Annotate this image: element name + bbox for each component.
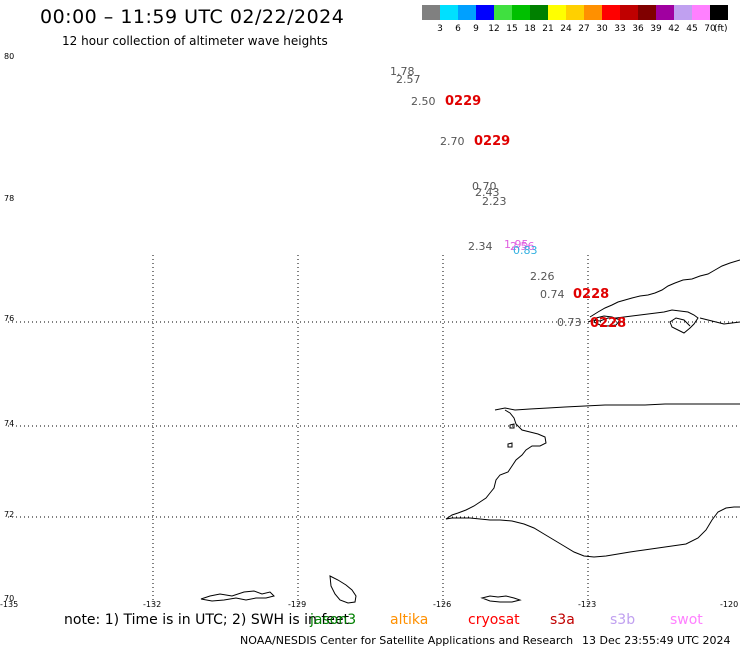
lat-label-78: 78 (4, 194, 15, 203)
mission-label-cryosat: cryosat (468, 612, 520, 628)
colorbar-swatch (710, 5, 728, 20)
lat-label-76: 76 (4, 314, 15, 323)
colorbar-tick-label: 12 (488, 24, 500, 34)
colorbar-swatch (566, 5, 584, 20)
lat-label-80: 80 (4, 52, 15, 61)
lon-label-126: -126 (433, 600, 452, 609)
colorbar-tick-label: 70 (704, 24, 716, 34)
wave-height-obs: 0.74 (540, 288, 565, 301)
lon-label-129: -129 (288, 600, 307, 609)
pass-date-tag: 0229 (474, 134, 511, 149)
colorbar-unit-label: (ft) (714, 24, 728, 34)
wave-height-obs: 2.56 (510, 240, 535, 253)
colorbar-swatch (692, 5, 710, 20)
colorbar-tick-label: 39 (650, 24, 662, 34)
coastline-mainland-west (445, 409, 740, 558)
mission-label-s3a: s3a (550, 612, 575, 628)
wave-height-obs: 2.34 (468, 240, 493, 253)
colorbar-tick-label: 9 (473, 24, 479, 34)
mission-label-s3b: s3b (610, 612, 636, 628)
lon-label-123: -123 (578, 600, 597, 609)
wave-height-obs: 1.95 (504, 238, 529, 251)
colorbar-swatch (530, 5, 548, 20)
wave-height-obs: 0.83 (513, 244, 538, 257)
colorbar-tick-label: 45 (686, 24, 698, 34)
colorbar-swatch (602, 5, 620, 20)
colorbar-tick-label: 24 (560, 24, 572, 34)
pass-date-tag: 0228 (590, 316, 627, 331)
page-subtitle: 12 hour collection of altimeter wave hei… (62, 34, 328, 48)
coastlines (200, 259, 740, 604)
coastline-mackenzie-delta (329, 575, 357, 604)
colorbar-tick-label: 33 (614, 24, 626, 34)
colorbar-tick-label: 30 (596, 24, 608, 34)
lat-label-74: 74 (4, 419, 15, 428)
lon-label-120: -120 (720, 600, 739, 609)
colorbar-swatch (674, 5, 692, 20)
colorbar-tick-label: 42 (668, 24, 680, 34)
colorbar-tick-label: 18 (524, 24, 536, 34)
coastline-banks-island-north (589, 259, 740, 318)
colorbar-swatch (584, 5, 602, 20)
colorbar-swatch (440, 5, 458, 20)
mission-label-swot: swot (670, 612, 703, 628)
lat-label-70: 70 (4, 594, 15, 603)
wave-height-obs: 2.50 (411, 95, 436, 108)
lat-label-72: 72 (4, 510, 15, 519)
colorbar-swatch (458, 5, 476, 20)
colorbar-swatch (494, 5, 512, 20)
footer-credit: NOAA/NESDIS Center for Satellite Applica… (240, 634, 574, 647)
lon-label-135: -135 (0, 600, 19, 609)
colorbar-tick-label: 15 (506, 24, 518, 34)
colorbar-swatch (656, 5, 674, 20)
units-note: note: 1) Time is in UTC; 2) SWH is in fe… (64, 612, 350, 628)
lat-lon-grid (8, 255, 740, 605)
pass-date-tag: 0229 (445, 94, 482, 109)
colorbar-swatch (512, 5, 530, 20)
island-small-2 (507, 442, 513, 448)
colorbar-tick-label: 36 (632, 24, 644, 34)
wave-height-obs: 2.23 (482, 195, 507, 208)
pass-date-tag: 0228 (573, 287, 610, 302)
page-title: 00:00 – 11:59 UTC 02/22/2024 (40, 6, 345, 28)
wave-height-obs: 2.26 (530, 270, 555, 283)
wave-height-obs: 0.73 (557, 316, 582, 329)
island-herschel (200, 590, 275, 602)
colorbar-swatch (638, 5, 656, 20)
colorbar-tick-label: 3 (437, 24, 443, 34)
wave-height-obs: 2.70 (440, 135, 465, 148)
wave-height-obs: 2.43 (475, 186, 500, 199)
lon-label-132: -132 (143, 600, 162, 609)
colorbar-tick-label: 27 (578, 24, 590, 34)
mission-label-altika: altika (390, 612, 429, 628)
coastline-mainland-north (494, 403, 740, 411)
wave-height-obs: 1.78 (390, 65, 415, 78)
island-small-1 (509, 423, 515, 429)
colorbar-swatch (422, 5, 440, 20)
wave-height-obs: 0.70 (472, 180, 497, 193)
colorbar-swatch (620, 5, 638, 20)
footer-timestamp: 13 Dec 23:55:49 UTC 2024 (582, 634, 731, 647)
colorbar-swatch (476, 5, 494, 20)
island-tuktoyaktuk (480, 595, 522, 603)
wave-height-obs: 2.57 (396, 73, 421, 86)
mission-label-jason3: jason3 (310, 612, 357, 628)
colorbar-swatch (548, 5, 566, 20)
island-cluster (593, 315, 621, 327)
colorbar-tick-label: 6 (455, 24, 461, 34)
colorbar-tick-label: 21 (542, 24, 554, 34)
